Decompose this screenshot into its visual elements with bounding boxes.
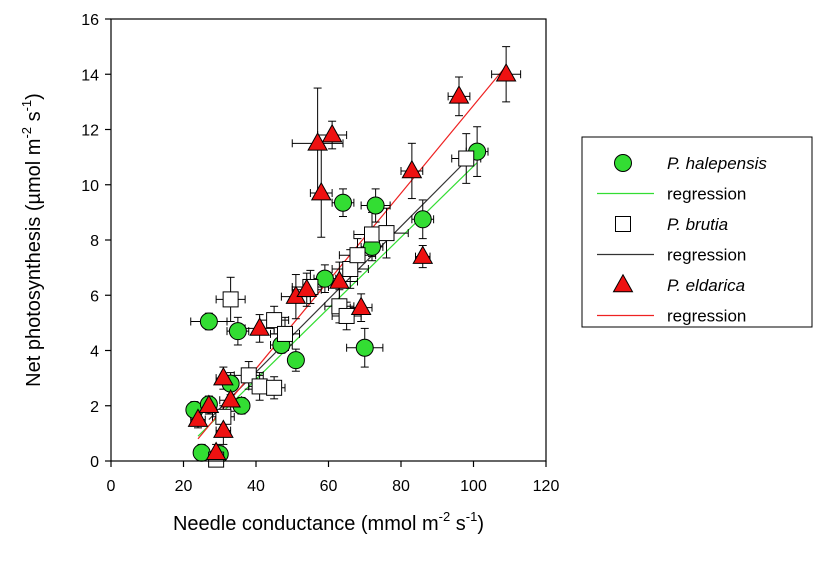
data-point-circle [366, 196, 385, 215]
y-tick-label: 4 [90, 344, 99, 361]
legend-label-regression: regression [667, 185, 746, 204]
x-tick-label: 20 [175, 478, 193, 495]
legend-marker-triangle [612, 273, 634, 293]
y-axis-title-end: ) [23, 93, 45, 100]
y-axis-title-main: Net photosynthesis (µmol m [23, 139, 45, 387]
data-point-square [266, 379, 283, 396]
data-point-triangle [220, 389, 241, 408]
legend-label-series: P. eldarica [667, 276, 745, 295]
x-tick-label: 120 [533, 478, 560, 495]
data-point-square [342, 261, 359, 278]
data-point-triangle [495, 63, 517, 82]
data-point-triangle [213, 366, 234, 386]
data-point-circle [199, 312, 218, 331]
data-point-triangle [350, 296, 372, 315]
legend-marker-circle [614, 154, 632, 172]
y-tick-label: 6 [90, 288, 99, 305]
data-point-triangle [310, 181, 332, 201]
data-point-circle [355, 338, 374, 357]
legend-label-regression: regression [667, 307, 746, 326]
y-axis-title-mid: s [23, 111, 45, 127]
data-point-square [458, 150, 475, 167]
axis-ticks: 0 20 40 60 80 100 120 0 2 4 6 8 10 12 14 16 [81, 12, 559, 495]
legend-label-series: P. brutia [667, 215, 728, 234]
y-tick-label: 2 [90, 399, 99, 416]
x-tick-label: 80 [392, 478, 410, 495]
x-axis-title-mid: s [450, 513, 466, 535]
plot-frame [110, 18, 547, 462]
data-point-square [364, 226, 380, 243]
y-tick-label: 8 [90, 233, 99, 250]
data-point-circle [315, 269, 334, 288]
y-tick-label: 16 [81, 12, 99, 29]
x-axis-title-end: ) [477, 513, 484, 535]
x-axis-title: Needle conductance (mmol m-2 s-1) [173, 509, 484, 535]
x-axis-title-main: Needle conductance (mmol m [173, 513, 439, 535]
data-point-triangle [412, 245, 434, 264]
y-tick-label: 10 [81, 178, 99, 195]
y-axis-title: Net photosynthesis (µmol m-2 s-1) [19, 93, 45, 387]
y-tick-label: 0 [90, 454, 99, 471]
data-point-triangle [329, 270, 350, 289]
data-point-circle [334, 193, 352, 212]
data-markers [185, 63, 517, 468]
data-point-square [266, 312, 283, 329]
y-tick-label: 14 [81, 67, 99, 84]
data-point-square [251, 378, 268, 395]
x-axis-title-sup2: -1 [466, 509, 478, 524]
x-tick-label: 100 [460, 478, 487, 495]
data-point-triangle [448, 85, 470, 104]
legend-label-regression: regression [667, 246, 746, 265]
data-point-triangle [213, 419, 234, 438]
data-point-triangle [296, 278, 318, 298]
legend-marker-square [615, 216, 631, 232]
data-point-circle [286, 351, 305, 370]
data-point-square [277, 325, 293, 342]
data-point-circle [228, 322, 247, 341]
data-point-triangle [321, 123, 343, 143]
x-axis-title-sup1: -2 [439, 509, 451, 524]
data-point-square [349, 247, 366, 264]
y-axis-title-sup1: -2 [19, 127, 34, 139]
data-point-triangle [401, 159, 423, 179]
legend: P. halepensis regression P. brutia regressi… [581, 136, 813, 328]
data-point-triangle [187, 408, 209, 427]
data-point-square [338, 307, 355, 324]
data-point-triangle [205, 441, 227, 461]
x-tick-label: 60 [320, 478, 338, 495]
data-point-triangle [198, 394, 220, 414]
legend-label-series: P. halepensis [667, 154, 767, 173]
plot-axes [110, 18, 547, 462]
y-axis-title-sup2: -1 [19, 100, 34, 112]
data-point-triangle [249, 317, 270, 336]
data-point-circle [413, 210, 432, 229]
x-tick-label: 0 [107, 478, 116, 495]
y-tick-label: 12 [81, 123, 99, 140]
legend-items: P. halepensis regression P. brutia regressi… [597, 154, 767, 326]
data-point-square [378, 225, 395, 242]
x-tick-label: 40 [247, 478, 265, 495]
data-point-square [222, 291, 239, 308]
